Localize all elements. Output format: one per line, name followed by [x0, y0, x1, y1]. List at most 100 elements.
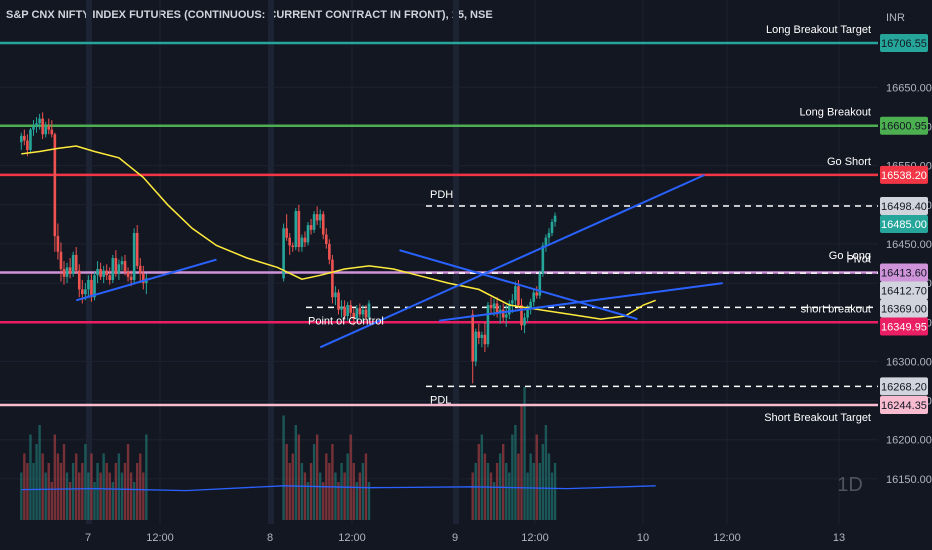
candle-body[interactable] [90, 279, 93, 298]
candle-body[interactable] [352, 312, 356, 320]
candle-body[interactable] [538, 273, 542, 296]
candle-body[interactable] [32, 126, 35, 130]
candle-body[interactable] [99, 268, 102, 277]
candle-body[interactable] [358, 308, 362, 315]
candle-body[interactable] [480, 334, 484, 338]
candle-body[interactable] [553, 215, 557, 223]
candle-body[interactable] [489, 305, 493, 309]
candle-body[interactable] [29, 129, 32, 150]
candle-body[interactable] [364, 309, 368, 318]
candle-body[interactable] [74, 254, 78, 271]
candle-body[interactable] [132, 232, 136, 280]
candle-body[interactable] [315, 214, 319, 221]
candle-body[interactable] [68, 267, 72, 274]
candle-body[interactable] [38, 118, 41, 124]
candle-body[interactable] [343, 306, 346, 316]
candle-body[interactable] [59, 251, 63, 269]
candle-body[interactable] [325, 234, 328, 244]
candle-body[interactable] [142, 273, 145, 284]
candle-body[interactable] [349, 305, 352, 313]
candle-body[interactable] [297, 211, 301, 248]
candle-body[interactable] [44, 126, 47, 135]
candle-body[interactable] [120, 261, 124, 265]
candle-body[interactable] [547, 232, 551, 238]
candle-body[interactable] [306, 225, 310, 243]
candle-body[interactable] [285, 228, 288, 238]
candle-body[interactable] [334, 292, 337, 298]
candle-body[interactable] [471, 314, 474, 362]
candle-body[interactable] [53, 134, 57, 237]
candle-body[interactable] [355, 308, 359, 320]
candle-body[interactable] [102, 270, 105, 277]
candle-body[interactable] [50, 129, 54, 135]
candle-body[interactable] [361, 309, 365, 315]
candle-body[interactable] [111, 258, 115, 280]
candle-body[interactable] [529, 301, 532, 309]
candle-body[interactable] [504, 314, 508, 318]
candle-body[interactable] [294, 211, 298, 248]
candle-body[interactable] [282, 228, 285, 279]
candle-body[interactable] [508, 303, 511, 315]
candle-body[interactable] [62, 268, 66, 277]
candle-body[interactable] [486, 305, 490, 345]
candle-body[interactable] [541, 245, 545, 274]
candle-body[interactable] [41, 118, 44, 135]
candle-body[interactable] [77, 270, 81, 290]
candle-body[interactable] [105, 270, 108, 276]
candle-body[interactable] [520, 305, 523, 326]
candle-body[interactable] [331, 259, 334, 298]
candle-body[interactable] [56, 236, 60, 252]
candle-body[interactable] [93, 275, 96, 298]
candle-body[interactable] [291, 245, 295, 248]
candle-body[interactable] [511, 300, 514, 304]
candle-body[interactable] [303, 237, 307, 243]
candle-body[interactable] [81, 289, 84, 295]
candle-body[interactable] [495, 303, 499, 313]
candle-body[interactable] [26, 140, 29, 150]
candle-body[interactable] [498, 309, 502, 313]
candle-body[interactable] [87, 279, 90, 290]
candle-body[interactable] [477, 331, 481, 338]
candle-body[interactable] [300, 237, 304, 248]
candle-body[interactable] [96, 268, 99, 276]
candle-body[interactable] [501, 309, 505, 318]
candle-body[interactable] [492, 303, 496, 309]
candle-body[interactable] [318, 214, 322, 221]
trendline[interactable] [399, 249, 638, 321]
candle-body[interactable] [114, 258, 118, 274]
candle-body[interactable] [71, 254, 75, 274]
candle-body[interactable] [535, 292, 539, 296]
candle-body[interactable] [108, 275, 112, 280]
candle-body[interactable] [138, 265, 142, 274]
candle-body[interactable] [65, 267, 69, 277]
candle-body[interactable] [532, 292, 535, 302]
candle-body[interactable] [550, 222, 554, 233]
candle-body[interactable] [517, 286, 520, 306]
candle-body[interactable] [367, 303, 371, 318]
candle-body[interactable] [526, 308, 529, 318]
candle-body[interactable] [312, 214, 316, 230]
candle-body[interactable] [544, 237, 548, 246]
candle-body[interactable] [47, 126, 51, 130]
candle-body[interactable] [126, 272, 130, 277]
trendline[interactable] [319, 174, 705, 349]
candle-body[interactable] [514, 286, 517, 301]
trendline[interactable] [75, 258, 217, 302]
candle-body[interactable] [288, 237, 291, 246]
candle-body[interactable] [523, 317, 526, 326]
candle-body[interactable] [321, 214, 325, 235]
candle-body[interactable] [309, 225, 313, 230]
candle-body[interactable] [20, 135, 23, 143]
candle-body[interactable] [346, 305, 349, 316]
candle-body[interactable] [123, 261, 127, 273]
candle-body[interactable] [117, 264, 121, 274]
candle-body[interactable] [129, 276, 133, 280]
candle-body[interactable] [23, 135, 26, 141]
candle-body[interactable] [328, 243, 331, 260]
trendline[interactable] [439, 282, 723, 322]
candle-body[interactable] [474, 331, 478, 362]
candle-body[interactable] [135, 232, 139, 266]
candle-body[interactable] [483, 334, 487, 345]
candle-body[interactable] [340, 306, 343, 310]
